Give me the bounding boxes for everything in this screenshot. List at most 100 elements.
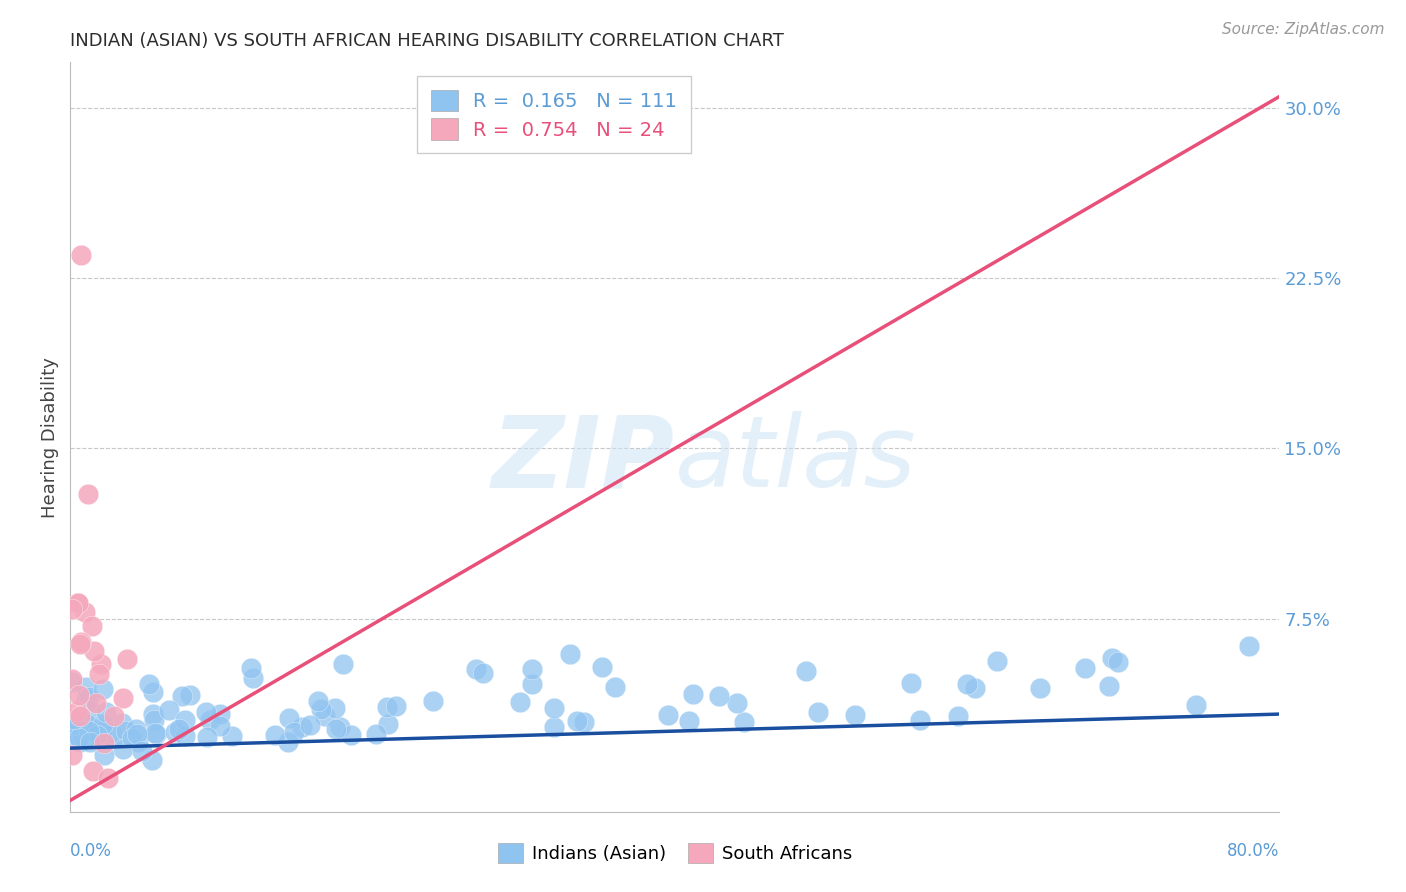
Point xyxy=(807,705,830,719)
Point xyxy=(1107,655,1129,669)
Point xyxy=(70,729,93,743)
Point xyxy=(309,702,332,716)
Point xyxy=(86,728,108,742)
Point xyxy=(605,680,627,694)
Point xyxy=(80,619,103,633)
Point xyxy=(63,712,86,726)
Point xyxy=(83,643,105,657)
Text: 0.0%: 0.0% xyxy=(70,842,112,860)
Point xyxy=(567,714,589,729)
Point xyxy=(90,657,111,672)
Point xyxy=(112,691,135,706)
Point xyxy=(174,713,197,727)
Point xyxy=(67,596,90,610)
Point xyxy=(93,747,115,762)
Point xyxy=(111,742,134,756)
Point xyxy=(314,708,336,723)
Point xyxy=(956,677,979,691)
Point xyxy=(509,694,531,708)
Text: ZIP: ZIP xyxy=(492,411,675,508)
Point xyxy=(75,691,97,706)
Point xyxy=(195,730,218,744)
Point xyxy=(725,696,748,710)
Point xyxy=(377,717,399,731)
Point xyxy=(114,724,136,739)
Point xyxy=(1239,639,1261,653)
Point xyxy=(65,727,87,741)
Point xyxy=(464,662,486,676)
Point xyxy=(263,728,285,742)
Point xyxy=(1098,679,1121,693)
Point xyxy=(794,665,817,679)
Point xyxy=(278,711,301,725)
Point xyxy=(375,700,398,714)
Point xyxy=(76,717,98,731)
Point xyxy=(1185,698,1208,712)
Point xyxy=(75,680,97,694)
Point xyxy=(69,709,91,723)
Point xyxy=(472,665,495,680)
Point xyxy=(77,721,100,735)
Point xyxy=(131,744,153,758)
Point xyxy=(69,637,91,651)
Point xyxy=(84,697,107,711)
Point xyxy=(1101,650,1123,665)
Point xyxy=(89,667,111,681)
Point xyxy=(62,718,84,732)
Point xyxy=(174,729,197,743)
Point xyxy=(209,719,232,733)
Point xyxy=(733,715,755,730)
Point xyxy=(242,671,264,685)
Point xyxy=(80,729,103,743)
Point xyxy=(240,661,263,675)
Point xyxy=(97,771,120,785)
Point xyxy=(94,705,117,719)
Point xyxy=(307,694,329,708)
Point xyxy=(125,727,148,741)
Point xyxy=(986,654,1008,668)
Point xyxy=(91,716,114,731)
Point xyxy=(209,706,232,721)
Point xyxy=(101,731,124,745)
Point xyxy=(520,662,543,676)
Point xyxy=(678,714,700,729)
Point xyxy=(574,715,596,730)
Point xyxy=(142,706,165,721)
Point xyxy=(364,727,387,741)
Point xyxy=(63,730,86,744)
Point xyxy=(965,681,987,696)
Text: INDIAN (ASIAN) VS SOUTH AFRICAN HEARING DISABILITY CORRELATION CHART: INDIAN (ASIAN) VS SOUTH AFRICAN HEARING … xyxy=(70,32,785,50)
Point xyxy=(682,687,704,701)
Point xyxy=(60,672,83,686)
Point xyxy=(82,764,104,778)
Point xyxy=(70,634,93,648)
Point xyxy=(77,723,100,738)
Point xyxy=(325,722,347,736)
Point xyxy=(66,704,89,718)
Point xyxy=(110,715,132,730)
Point xyxy=(543,720,565,734)
Point xyxy=(221,729,243,743)
Point xyxy=(90,721,112,735)
Point xyxy=(121,731,143,745)
Point xyxy=(65,731,87,745)
Point xyxy=(329,720,352,734)
Text: Source: ZipAtlas.com: Source: ZipAtlas.com xyxy=(1222,22,1385,37)
Point xyxy=(1073,660,1095,674)
Point xyxy=(170,689,193,703)
Point xyxy=(138,677,160,691)
Point xyxy=(125,723,148,737)
Point xyxy=(198,713,221,727)
Point xyxy=(75,605,97,619)
Point xyxy=(179,688,201,702)
Point xyxy=(70,248,93,262)
Point xyxy=(707,689,730,703)
Point xyxy=(77,690,100,704)
Point xyxy=(100,726,122,740)
Point xyxy=(90,724,112,739)
Text: 80.0%: 80.0% xyxy=(1227,842,1279,860)
Point xyxy=(157,703,180,717)
Point xyxy=(60,674,83,689)
Point xyxy=(332,657,354,671)
Point xyxy=(1029,681,1052,695)
